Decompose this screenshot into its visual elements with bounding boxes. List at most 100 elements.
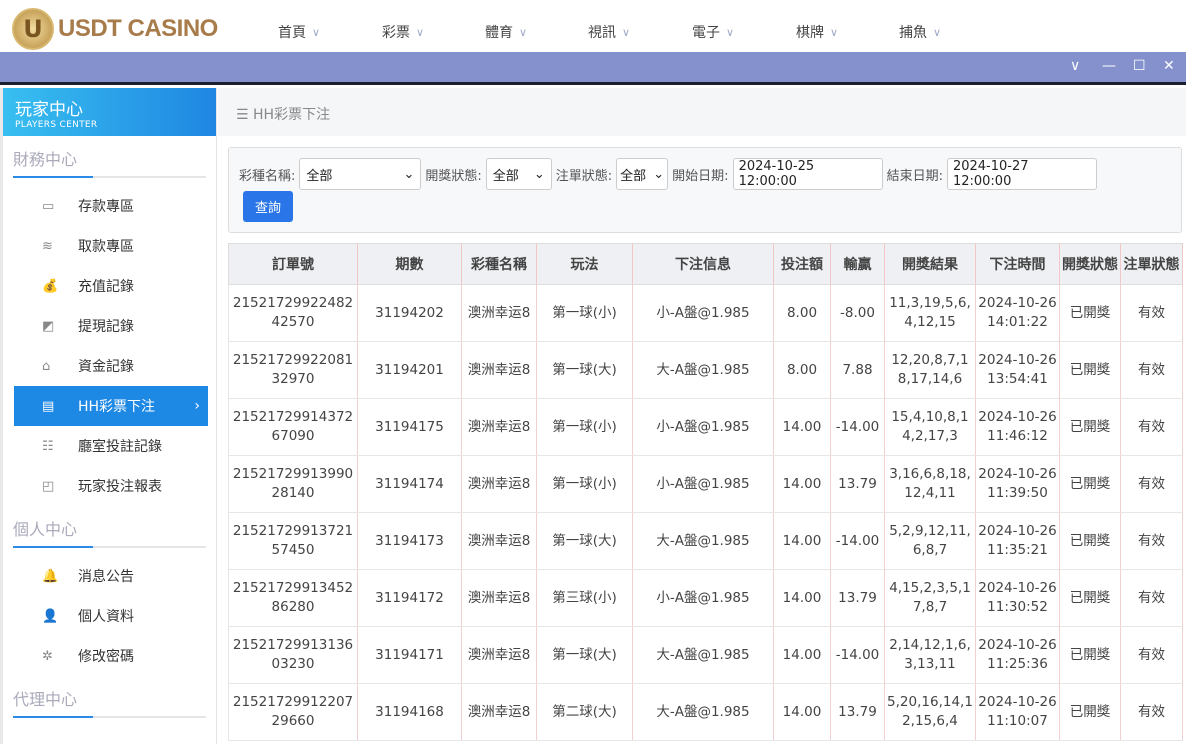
table-cell: 小-A盤@1.985 (632, 455, 774, 513)
chevron-down-icon: ⌄ (403, 166, 415, 182)
table-cell: 有效 (1120, 284, 1183, 342)
sidebar-item[interactable]: ≋ 取款專區 (14, 226, 208, 266)
bell-icon: 🔔 (42, 568, 59, 584)
maximize-button[interactable]: ☐ (1133, 58, 1146, 74)
table-cell: 14.00 (773, 683, 831, 741)
ticket-icon: ▤ (42, 398, 55, 414)
start-date-input[interactable]: 2024-10-25 12:00:00 (732, 158, 883, 190)
menu-icon[interactable]: ☰ (236, 107, 249, 123)
table-cell: 13.79 (830, 455, 885, 513)
table-cell: 已開獎 (1059, 284, 1121, 342)
nav-label: 視訊 (588, 25, 616, 41)
nav-label: 體育 (485, 25, 513, 41)
column-header: 開獎結果 (884, 243, 976, 285)
table-cell: 有效 (1120, 626, 1183, 684)
table-cell: -8.00 (830, 284, 885, 342)
table-cell: 2152172991345286280 (228, 569, 358, 627)
table-cell: 8.00 (773, 284, 831, 342)
lottery-select[interactable]: 全部 ⌄ (299, 158, 422, 190)
sidebar-item[interactable]: 💰 充值記錄 (14, 266, 208, 306)
table-row: 2152172992208132970 31194201 澳洲幸运8 第一球(大) 大-… (228, 341, 1183, 399)
table-cell: 第一球(小) (536, 284, 633, 342)
table-cell: 2024-10-26 13:54:41 (975, 341, 1060, 399)
table-cell: 2152172991399028140 (228, 455, 358, 513)
breadcrumb-label: HH彩票下注 (253, 107, 331, 123)
table-cell: 31194171 (357, 626, 462, 684)
order-status-select[interactable]: 全部 ⌄ (616, 158, 669, 190)
table-cell: 第一球(大) (536, 341, 633, 399)
end-date-input[interactable]: 2024-10-27 12:00:00 (946, 158, 1097, 190)
draw-status-select[interactable]: 全部 ⌄ (485, 158, 552, 190)
cash-icon: ≋ (42, 238, 53, 254)
table-cell: 小-A盤@1.985 (632, 398, 774, 456)
filter-panel: 彩種名稱: 全部 ⌄ 開獎狀態: 全部 ⌄ 注單狀態: 全部 ⌄ 開始日期: 2024… (228, 147, 1182, 233)
sidebar-item-label: 消息公告 (78, 569, 134, 585)
table-cell: 大-A盤@1.985 (632, 341, 774, 399)
table-cell: 31194174 (357, 455, 462, 513)
sidebar-item[interactable]: ◩ 提現記錄 (14, 306, 208, 346)
moneybag-icon: 💰 (42, 278, 59, 294)
sidebar-item[interactable]: 👤 個人資料 (14, 596, 208, 636)
search-button[interactable]: 查詢 (243, 191, 293, 222)
nav-item[interactable]: 電子 ∨ (692, 22, 734, 42)
table-cell: 2152172991220729660 (228, 683, 358, 741)
table-cell: 有效 (1120, 398, 1183, 456)
logo[interactable]: U USDT CASINO (12, 8, 218, 50)
table-cell: 已開獎 (1059, 512, 1121, 570)
sidebar-item-label: 存款專區 (78, 199, 134, 215)
lottery-select-value: 全部 (306, 168, 333, 184)
nav-item[interactable]: 視訊 ∨ (588, 22, 630, 42)
chevron-down-icon: ∨ (416, 25, 425, 39)
table-cell: 第一球(大) (536, 512, 633, 570)
order-status-label: 注單狀態: (555, 168, 613, 184)
table-cell: -14.00 (830, 512, 885, 570)
table-cell: 2024-10-26 11:35:21 (975, 512, 1060, 570)
table-cell: 14.00 (773, 569, 831, 627)
table-cell: 已開獎 (1059, 341, 1121, 399)
sidebar-item-label: 資金記錄 (78, 359, 134, 375)
collapse-button[interactable]: ∨ (1070, 58, 1081, 74)
table-cell: 8.00 (773, 341, 831, 399)
sidebar-item[interactable]: ▤ HH彩票下注 › (14, 386, 208, 426)
table-cell: 31194173 (357, 512, 462, 570)
draw-status-label: 開獎狀態: (425, 168, 482, 184)
content-frame: 玩家中心 PLAYERS CENTER 財務中心 ▭ 存款專區 ≋ 取款專區 💰 充值記錄 ◩… (0, 82, 1186, 744)
top-nav: U USDT CASINO 首頁 ∨ 彩票 ∨ 體育 ∨ 視訊 ∨ 電子 ∨ 棋牌 ∨ 捕魚 ∨ (0, 0, 1186, 52)
lottery-label: 彩種名稱: (239, 168, 296, 184)
column-header: 期數 (357, 243, 462, 285)
chevron-down-icon: ∨ (519, 25, 528, 39)
table-cell: 2152172991372157450 (228, 512, 358, 570)
sidebar-item[interactable]: ⌂ 資金記錄 (14, 346, 208, 386)
card-icon: ▭ (42, 198, 55, 214)
minimize-button[interactable]: — (1102, 58, 1116, 74)
sidebar-item[interactable]: ✲ 修改密碼 (14, 636, 208, 676)
table-cell: 第二球(大) (536, 683, 633, 741)
sidebar-header: 玩家中心 PLAYERS CENTER (3, 88, 216, 136)
chevron-down-icon: ∨ (312, 25, 321, 39)
sidebar-item[interactable]: ◰ 玩家投注報表 (14, 466, 208, 506)
nav-item[interactable]: 捕魚 ∨ (899, 22, 941, 42)
table-cell: 第一球(小) (536, 398, 633, 456)
close-button[interactable]: ✕ (1163, 58, 1175, 74)
table-cell: 有效 (1120, 569, 1183, 627)
sidebar-item[interactable]: ▭ 存款專區 (14, 186, 208, 226)
nav-item[interactable]: 體育 ∨ (485, 22, 527, 42)
table-row: 2152172991220729660 31194168 澳洲幸运8 第二球(大) 大-… (228, 683, 1183, 741)
table-cell: 2152172992208132970 (228, 341, 358, 399)
chart-icon: ◰ (42, 478, 55, 494)
sidebar-item-label: 充值記錄 (78, 279, 134, 295)
chevron-down-icon: ∨ (933, 25, 942, 39)
sidebar-item[interactable]: ☷ 廳室投註記錄 (14, 426, 208, 466)
order-status-value: 全部 (620, 168, 647, 184)
sidebar-subtitle: PLAYERS CENTER (15, 120, 98, 130)
nav-item[interactable]: 彩票 ∨ (382, 22, 424, 42)
column-header: 注單狀態 (1120, 243, 1183, 285)
nav-label: 電子 (692, 25, 720, 41)
nav-item[interactable]: 首頁 ∨ (278, 22, 320, 42)
table-cell: 第一球(大) (536, 626, 633, 684)
nav-item[interactable]: 棋牌 ∨ (796, 22, 838, 42)
sidebar-item[interactable]: 🔔 消息公告 (14, 556, 208, 596)
table-cell: 31194201 (357, 341, 462, 399)
table-row: 2152172991313603230 31194171 澳洲幸运8 第一球(大) 大-… (228, 626, 1183, 684)
table-cell: 3,16,6,8,18,12,4,11 (884, 455, 976, 513)
